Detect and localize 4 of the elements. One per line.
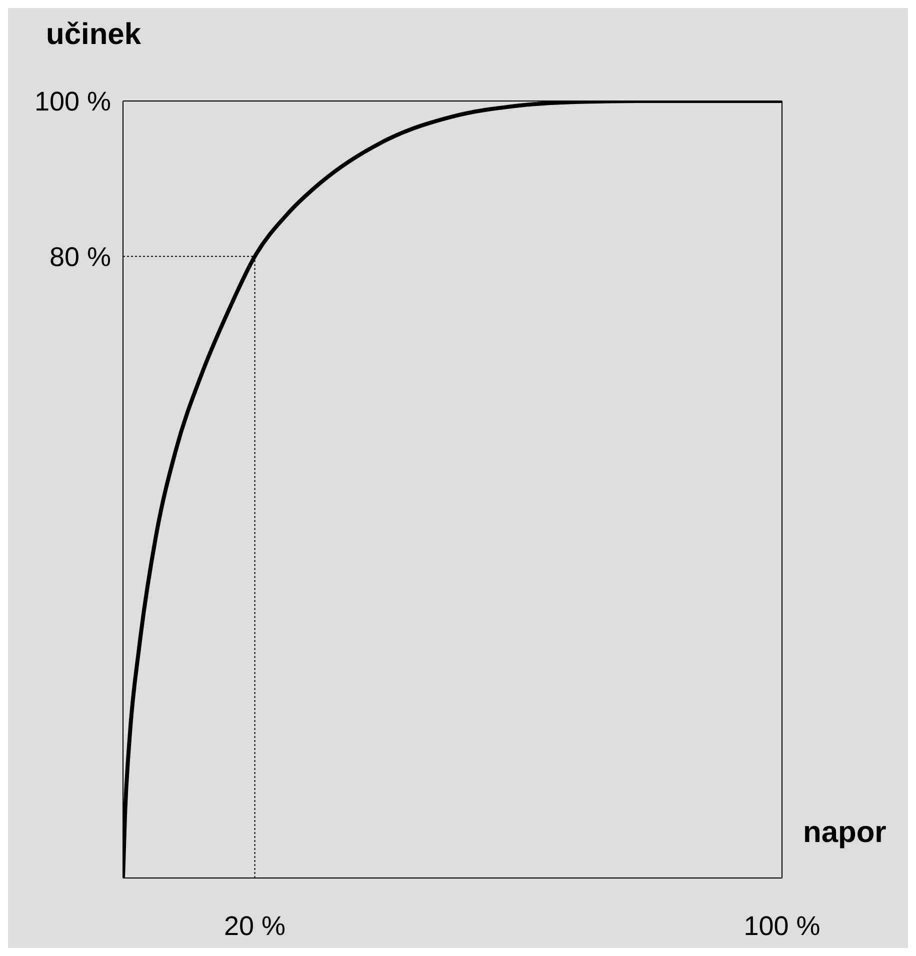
x-axis-title: napor [803, 816, 886, 850]
x-tick-label: 20 % [224, 911, 286, 942]
y-tick-label: 80 % [49, 242, 111, 272]
y-axis-title: učinek [46, 18, 142, 52]
